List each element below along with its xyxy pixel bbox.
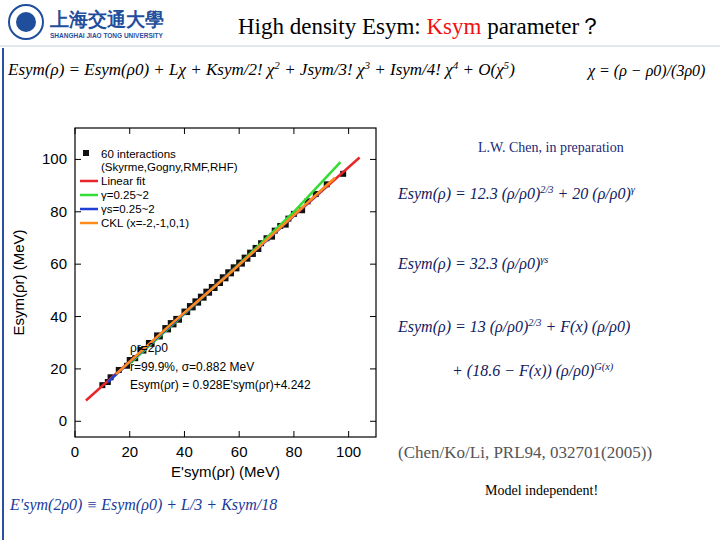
legend-swatch <box>80 222 98 225</box>
header-rule <box>0 46 720 47</box>
legend-line: 60 interactions <box>101 148 176 160</box>
exponent: 4 <box>453 59 459 71</box>
y-tick <box>370 211 376 212</box>
plot-frame <box>75 128 376 437</box>
y-tick-label: 100 <box>42 150 67 167</box>
x-tick-label: 0 <box>71 443 79 460</box>
relation-formula: E'sym(2ρ0) ≡ Esym(ρ0) + L/3 + Ksym/18 <box>10 496 277 514</box>
title-part: parameter？ <box>481 14 602 39</box>
side-bar <box>2 48 4 540</box>
formula-text: ) <box>509 60 515 79</box>
logo-emblem-core <box>16 12 36 32</box>
x-tick <box>348 431 349 437</box>
formula-text: Esym(ρ) = Esym(ρ0) + Lχ + Ksym/2! χ <box>8 60 274 79</box>
y-tick <box>370 421 376 422</box>
y-tick <box>75 264 81 265</box>
y-tick-label: 0 <box>59 412 67 429</box>
x-tick <box>239 431 240 437</box>
y-tick-label: 40 <box>50 308 67 325</box>
legend-swatch <box>80 208 98 211</box>
annotation: ρr=2ρ0 <box>130 341 168 355</box>
formula-text: Esym(ρ) = 12.3 (ρ/ρ0) <box>398 185 540 202</box>
x-tick <box>129 431 130 437</box>
legend-label: 60 interactions(Skyrme,Gogny,RMF,RHF) <box>101 148 238 173</box>
y-axis-label: Esym(ρr) (MeV) <box>10 229 27 335</box>
y-tick-label: 60 <box>50 255 67 272</box>
logo-emblem <box>9 5 43 39</box>
x-tick-label: 40 <box>176 443 193 460</box>
x-tick <box>75 128 76 134</box>
title: High density Esym: Ksym parameter？ <box>238 14 602 39</box>
y-tick <box>370 316 376 317</box>
formula-text: + F(x) (ρ/ρ0) <box>542 318 631 335</box>
legend-label: γ=0.25~2 <box>101 189 149 201</box>
y-tick <box>370 264 376 265</box>
x-tick <box>75 431 76 437</box>
reference: L.W. Chen, in preparation <box>478 140 624 156</box>
y-tick <box>75 421 81 422</box>
exponent: 5 <box>504 59 510 71</box>
x-tick <box>293 431 294 437</box>
formula-text: + O(χ <box>458 60 503 79</box>
expansion-formula: Esym(ρ) = Esym(ρ0) + Lχ + Ksym/2! χ2 + J… <box>8 60 515 80</box>
exponent: G(x) <box>594 361 613 372</box>
x-tick-label: 80 <box>286 443 303 460</box>
model-formula: Esym(ρ) = 12.3 (ρ/ρ0)2/3 + 20 (ρ/ρ0)γ <box>398 185 635 203</box>
annotation: Esym(ρr) = 0.928E'sym(ρr)+4.242 <box>130 378 311 392</box>
legend-swatch <box>80 180 98 183</box>
y-tick <box>75 159 81 160</box>
legend-label: CKL (x=-2,-1,0,1) <box>101 217 189 229</box>
legend-line: (Skyrme,Gogny,RMF,RHF) <box>101 161 238 173</box>
y-tick <box>75 316 81 317</box>
y-tick <box>75 211 81 212</box>
citation: (Chen/Ko/Li, PRL94, 032701(2005)) <box>398 443 652 463</box>
legend-swatch <box>83 150 89 156</box>
x-tick-label: 100 <box>336 443 361 460</box>
model-formula: Esym(ρ) = 13 (ρ/ρ0)2/3 + F(x) (ρ/ρ0) <box>398 318 630 336</box>
logo-name-cn: 上海交通大學 <box>49 9 164 30</box>
formula-text: + 20 (ρ/ρ0) <box>554 185 631 202</box>
x-axis-label: E'sym(ρr) (MeV) <box>171 463 280 480</box>
exponent: 2/3 <box>528 317 541 328</box>
model-formula: + (18.6 − F(x)) (ρ/ρ0)G(x) <box>452 362 613 380</box>
formula-text: + Jsym/3! χ <box>280 60 365 79</box>
x-tick <box>239 128 240 134</box>
y-tick <box>370 159 376 160</box>
title-part: Ksym <box>426 14 481 39</box>
exponent: 2 <box>274 59 280 71</box>
x-tick-label: 60 <box>231 443 248 460</box>
formula-text: Esym(ρ) = 32.3 (ρ/ρ0) <box>398 255 540 272</box>
y-tick-label: 80 <box>50 203 67 220</box>
exponent: 3 <box>364 59 370 71</box>
legend-swatch <box>80 194 98 197</box>
x-tick <box>348 128 349 134</box>
logo-name-en: SHANGHAI JIAO TONG UNIVERSITY <box>50 32 164 39</box>
exponent: 2/3 <box>540 184 553 195</box>
x-tick-label: 20 <box>121 443 138 460</box>
model-formula: Esym(ρ) = 32.3 (ρ/ρ0)γs <box>398 255 548 273</box>
x-tick <box>129 128 130 134</box>
y-tick <box>75 368 81 369</box>
title-part: High density Esym: <box>238 14 426 39</box>
legend-label: γs=0.25~2 <box>101 203 155 215</box>
legend-label: Linear fit <box>101 175 146 187</box>
annotation: r=99.9%, σ=0.882 MeV <box>130 360 254 374</box>
formula-text: Esym(ρ) = 13 (ρ/ρ0) <box>398 318 528 335</box>
x-tick <box>293 128 294 134</box>
x-tick <box>184 128 185 134</box>
x-tick <box>184 431 185 437</box>
exponent: γs <box>540 254 548 265</box>
series-line <box>86 157 360 400</box>
conclusion: Model independent! <box>485 483 598 499</box>
chi-definition: χ = (ρ − ρ0)/(3ρ0) <box>588 62 705 80</box>
formula-text: + (18.6 − F(x)) (ρ/ρ0) <box>452 362 594 379</box>
y-tick-label: 20 <box>50 360 67 377</box>
formula-text: + Isym/4! χ <box>370 60 453 79</box>
y-tick <box>370 368 376 369</box>
exponent: γ <box>631 184 635 195</box>
plot-marks <box>86 157 360 400</box>
